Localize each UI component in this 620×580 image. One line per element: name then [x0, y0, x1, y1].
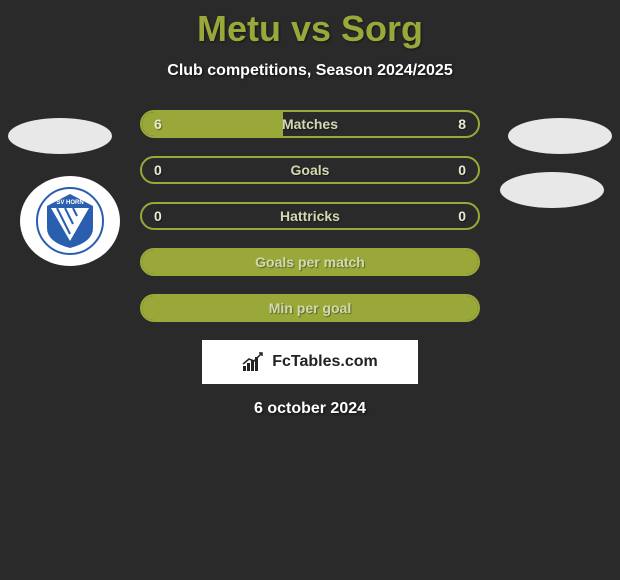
brand-attribution[interactable]: FcTables.com: [202, 340, 418, 384]
stat-row-hattricks: 0 0 Hattricks: [140, 202, 480, 230]
date-text: 6 october 2024: [0, 400, 620, 418]
stat-fill-left: [142, 112, 283, 136]
stat-row-min-per-goal: Min per goal: [140, 294, 480, 322]
stat-label: Hattricks: [280, 208, 340, 224]
stat-label: Min per goal: [269, 300, 351, 316]
stat-row-matches: 6 8 Matches: [140, 110, 480, 138]
page-title: Metu vs Sorg: [0, 0, 620, 50]
stat-value-left: 0: [154, 162, 162, 178]
stat-value-left: 6: [154, 116, 162, 132]
stat-value-right: 0: [458, 162, 466, 178]
club-logo-left: SV HORN: [20, 176, 120, 266]
stats-container: 6 8 Matches 0 0 Goals 0 0 Hattricks Goals per mat…: [140, 110, 480, 322]
stat-value-left: 0: [154, 208, 162, 224]
player-avatar-right-placeholder-1: [508, 118, 612, 154]
player-avatar-right-placeholder-2: [500, 172, 604, 208]
subtitle: Club competitions, Season 2024/2025: [0, 62, 620, 80]
stat-label: Goals per match: [255, 254, 365, 270]
stat-label: Goals: [291, 162, 330, 178]
stat-value-right: 0: [458, 208, 466, 224]
sv-horn-logo-icon: SV HORN: [35, 186, 105, 256]
stat-row-goals-per-match: Goals per match: [140, 248, 480, 276]
brand-name: FcTables.com: [272, 353, 378, 371]
stat-row-goals: 0 0 Goals: [140, 156, 480, 184]
chart-icon: [242, 352, 266, 372]
stat-label: Matches: [282, 116, 338, 132]
stat-value-right: 8: [458, 116, 466, 132]
player-avatar-left-placeholder: [8, 118, 112, 154]
svg-text:SV HORN: SV HORN: [56, 200, 83, 206]
